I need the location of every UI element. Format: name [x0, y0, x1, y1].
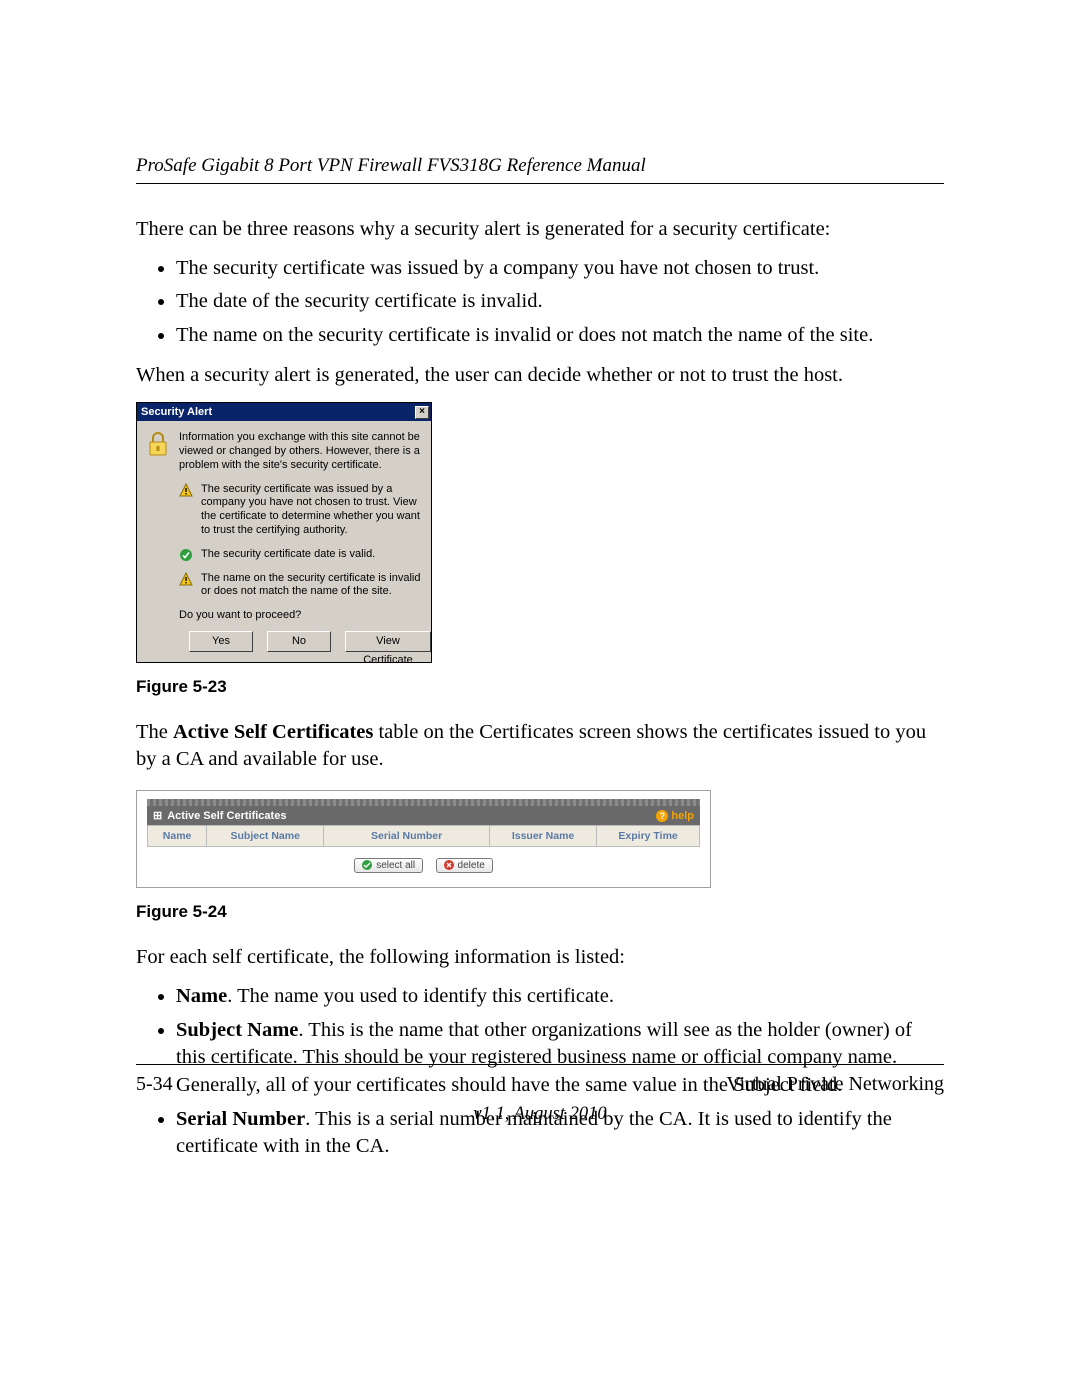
delete-label: delete — [458, 860, 485, 871]
field-bold: Subject Name — [176, 1019, 298, 1041]
dialog-date-valid: The security certificate date is valid. — [201, 548, 423, 562]
warning-icon — [179, 572, 193, 586]
help-link[interactable]: ? help — [656, 810, 694, 822]
no-button[interactable]: No — [267, 631, 331, 652]
field-item: Name. The name you used to identify this… — [176, 983, 944, 1011]
page-number: 5-34 — [136, 1073, 173, 1096]
figure-caption: Figure 5-23 — [136, 677, 944, 697]
col-name: Name — [148, 826, 207, 847]
col-expiry-time: Expiry Time — [597, 826, 700, 847]
intro-text: There can be three reasons why a securit… — [136, 216, 944, 243]
col-issuer-name: Issuer Name — [489, 826, 596, 847]
list-intro-text: For each self certificate, the following… — [136, 944, 944, 971]
col-subject-name: Subject Name — [207, 826, 324, 847]
view-certificate-button[interactable]: View Certificate — [345, 631, 431, 652]
select-all-label: select all — [376, 860, 415, 871]
after-reasons-text: When a security alert is generated, the … — [136, 362, 944, 389]
delete-button[interactable]: delete — [436, 858, 493, 873]
field-bold: Name — [176, 985, 227, 1007]
reasons-list: The security certificate was issued by a… — [136, 255, 944, 350]
yes-button[interactable]: Yes — [189, 631, 253, 652]
panel-title: Active Self Certificates — [167, 810, 286, 822]
dialog-main-message: Information you exchange with this site … — [179, 431, 423, 472]
dialog-issue-trust: The security certificate was issued by a… — [201, 483, 423, 538]
col-serial-number: Serial Number — [324, 826, 490, 847]
page-footer: 5-34 Virtual Private Networking v1.1, Au… — [136, 1058, 944, 1125]
active-self-certificates-panel: ⊞ Active Self Certificates ? help Name S… — [136, 790, 711, 888]
cert-para-bold: Active Self Certificates — [173, 721, 373, 743]
document-header: ProSafe Gigabit 8 Port VPN Firewall FVS3… — [136, 155, 944, 184]
select-all-button[interactable]: select all — [354, 858, 423, 873]
help-icon: ? — [656, 810, 668, 822]
section-name: Virtual Private Networking — [726, 1073, 944, 1096]
footer-rule — [136, 1064, 944, 1065]
x-icon — [444, 860, 454, 870]
checkmark-icon — [179, 548, 193, 562]
reason-item: The name on the security certificate is … — [176, 322, 944, 350]
version-line: v1.1, August 2010 — [136, 1104, 944, 1125]
warning-icon — [179, 483, 193, 497]
page-content: ProSafe Gigabit 8 Port VPN Firewall FVS3… — [136, 155, 944, 1171]
dialog-titlebar: Security Alert × — [137, 403, 431, 421]
close-icon[interactable]: × — [415, 406, 429, 419]
reason-item: The security certificate was issued by a… — [176, 255, 944, 283]
field-rest: . The name you used to identify this cer… — [227, 985, 614, 1007]
panel-action-row: select all delete — [147, 847, 700, 875]
security-alert-dialog: Security Alert × Information you exchang… — [136, 402, 432, 663]
cert-para-prefix: The — [136, 721, 173, 743]
help-label: help — [671, 810, 694, 822]
dialog-button-row: Yes No View Certificate — [189, 631, 423, 652]
lock-icon — [145, 431, 171, 472]
dialog-proceed-question: Do you want to proceed? — [179, 609, 423, 621]
reason-item: The date of the security certificate is … — [176, 288, 944, 316]
panel-titlebar: ⊞ Active Self Certificates ? help — [147, 806, 700, 825]
grid-icon: ⊞ — [153, 809, 161, 822]
certificates-table: Name Subject Name Serial Number Issuer N… — [147, 825, 700, 847]
cert-paragraph: The Active Self Certificates table on th… — [136, 719, 944, 772]
check-icon — [362, 860, 372, 870]
figure-caption: Figure 5-24 — [136, 902, 944, 922]
dialog-body: Information you exchange with this site … — [137, 421, 431, 662]
dialog-name-invalid: The name on the security certificate is … — [201, 572, 423, 600]
dialog-title: Security Alert — [141, 406, 212, 418]
panel-stripe — [147, 799, 700, 806]
